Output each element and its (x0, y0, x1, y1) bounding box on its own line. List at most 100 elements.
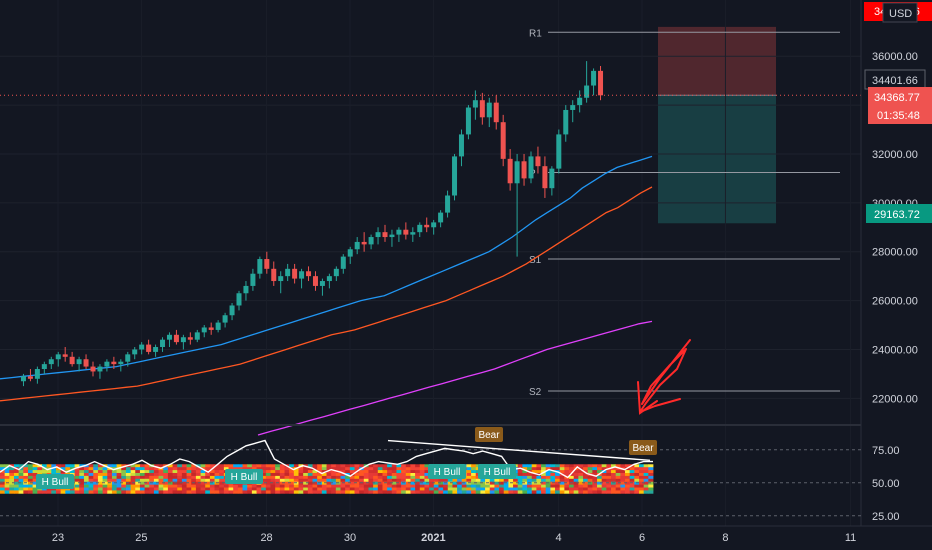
signal-tag-box (428, 464, 466, 479)
heatmap-cell (177, 481, 183, 486)
heatmap-cell (452, 478, 458, 483)
heatmap-cell (18, 481, 24, 486)
heatmap-cell (139, 475, 145, 480)
heatmap-cell (261, 472, 267, 477)
heatmap-cell (494, 487, 500, 491)
heatmap-cell (214, 484, 220, 488)
heatmap-cell (279, 470, 285, 474)
heatmap-cell (298, 481, 304, 486)
heatmap-cell (359, 478, 365, 483)
oscillator-axis[interactable]: 25.00 50.00 75.00 (872, 445, 900, 523)
heatmap-cell (527, 478, 533, 483)
heatmap-cell (209, 490, 215, 494)
heatmap-cell (583, 490, 589, 494)
heatmap-cell (410, 472, 416, 477)
heatmap-cell (331, 481, 337, 486)
heatmap-cell (326, 470, 332, 474)
heatmap-cell (270, 487, 276, 491)
heatmap-cell (298, 484, 304, 488)
heatmap-cell (419, 470, 425, 474)
heatmap-cell (629, 472, 635, 477)
heatmap-cell (410, 487, 416, 491)
heatmap-cell (573, 481, 579, 486)
heatmap-cell (405, 478, 411, 483)
heatmap-cell (522, 470, 528, 474)
heatmap-cell (634, 478, 640, 483)
time-tick-label: 11 (845, 532, 856, 544)
oscillator-tick-label: 50.00 (872, 478, 900, 490)
heatmap-cell (471, 475, 477, 480)
heatmap-cell (396, 472, 402, 477)
heatmap-cell (163, 478, 169, 483)
time-axis[interactable]: 23 25 28 30 2021 4 6 8 11 (52, 532, 856, 544)
heatmap-cell (354, 487, 360, 491)
candle-body (333, 268, 339, 277)
heatmap-cell (345, 475, 351, 480)
heatmap-cell (27, 487, 34, 491)
heatmap-cell (293, 487, 299, 491)
heatmap-cell (46, 490, 52, 494)
heatmap-cell (289, 464, 295, 468)
heatmap-cell (494, 490, 500, 494)
heatmap-cell (27, 484, 34, 488)
heatmap-cell (270, 490, 276, 494)
heatmap-cell (83, 481, 90, 486)
heatmap-cell (541, 472, 547, 477)
currency-badge[interactable]: USD (882, 2, 918, 23)
heatmap-cell (130, 470, 136, 474)
heatmap-cell (0, 478, 6, 483)
heatmap-cell (228, 487, 234, 491)
heatmap-cell (569, 484, 575, 488)
last-price-tag: 34401.66 (864, 69, 926, 90)
heatmap-cell (583, 475, 589, 480)
candle-body (438, 212, 444, 223)
heatmap-cell (363, 481, 369, 486)
heatmap-cell (172, 467, 178, 471)
heatmap-cell (317, 481, 323, 486)
heatmap-cell (578, 464, 584, 468)
heatmap-cell (13, 470, 20, 474)
heatmap-cell (172, 490, 178, 494)
heatmap-cell (237, 467, 243, 471)
candle-body (278, 276, 284, 282)
heatmap-cell (629, 481, 635, 486)
heatmap-cell (139, 478, 145, 483)
heatmap-cell (527, 481, 533, 486)
heatmap-cell (265, 464, 271, 468)
heatmap-cell (499, 484, 505, 488)
heatmap-cell (382, 464, 388, 468)
heatmap-cell (121, 472, 127, 477)
heatmap-cell (144, 481, 150, 486)
heatmap-cell (573, 475, 579, 480)
heatmap-cell (620, 470, 626, 474)
heatmap-cell (466, 470, 472, 474)
heatmap-cell (326, 467, 332, 471)
candle-body (55, 354, 61, 360)
heatmap-cell (424, 467, 430, 471)
heatmap-cell (107, 467, 113, 471)
heatmap-cell (592, 484, 598, 488)
heatmap-cell (648, 475, 654, 480)
signal-tag-text: H Bull (231, 472, 258, 483)
heatmap-cell (233, 464, 239, 468)
heatmap-cell (340, 475, 346, 480)
heatmap-cell (527, 484, 533, 488)
heatmap-cell (9, 475, 15, 480)
heatmap-cell (116, 470, 122, 474)
heatmap-cell (60, 464, 66, 468)
heatmap-cell (503, 484, 509, 488)
heatmap-cell (153, 464, 159, 468)
heatmap-cell (387, 475, 393, 480)
heatmap-cell (4, 484, 10, 488)
heatmap-cell (573, 478, 579, 483)
heatmap-cell (181, 481, 187, 486)
heatmap-cell (167, 490, 173, 494)
heatmap-cell (377, 472, 383, 477)
heatmap-cell (550, 484, 556, 488)
heatmap-cell (107, 472, 113, 477)
heatmap-cell (410, 478, 416, 483)
heatmap-cell (219, 490, 225, 494)
heatmap-cell (639, 467, 645, 471)
